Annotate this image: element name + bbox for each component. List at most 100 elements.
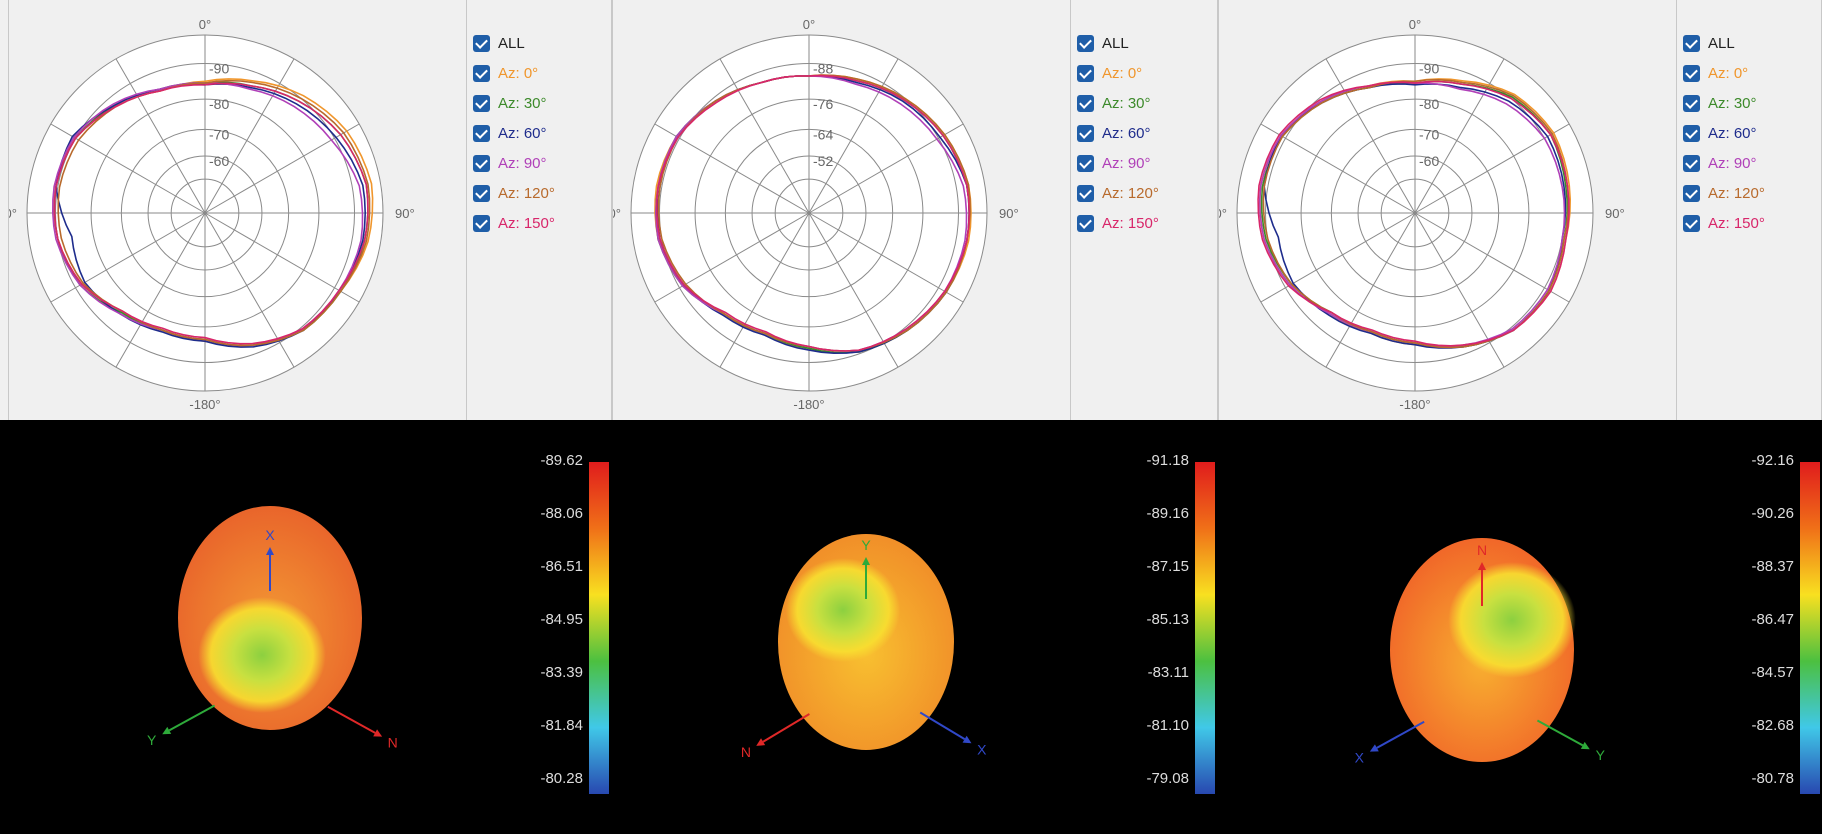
checkbox-checked-icon[interactable] xyxy=(1683,124,1700,142)
polar-spoke xyxy=(1325,58,1416,214)
checkbox-checked-icon[interactable] xyxy=(1077,64,1094,82)
checkbox-checked-icon[interactable] xyxy=(473,184,490,202)
legend-item[interactable]: Az: 120° xyxy=(473,178,555,208)
radial-tick-label: -90 xyxy=(1419,60,1439,76)
legend-item[interactable]: Az: 30° xyxy=(1077,88,1159,118)
checkbox-checked-icon[interactable] xyxy=(1683,34,1700,52)
polar-spoke xyxy=(204,58,295,214)
polar-spoke xyxy=(719,58,810,214)
legend-label: Az: 120° xyxy=(1708,184,1765,202)
colorbar-tick-label: -80.28 xyxy=(540,770,583,787)
legend-label: Az: 0° xyxy=(1708,64,1749,82)
axis-line xyxy=(919,711,966,741)
axis-label: N xyxy=(741,744,751,760)
checkbox-checked-icon[interactable] xyxy=(473,154,490,172)
checkbox-checked-icon[interactable] xyxy=(1077,214,1094,232)
legend-item[interactable]: Az: 0° xyxy=(1683,58,1765,88)
radiation-pattern-hotspot xyxy=(198,597,326,713)
polar-spoke xyxy=(1260,123,1416,214)
axis-arrowhead xyxy=(1478,562,1486,570)
legend-item[interactable]: Az: 120° xyxy=(1077,178,1159,208)
checkbox-checked-icon[interactable] xyxy=(1077,184,1094,202)
checkbox-checked-icon[interactable] xyxy=(473,94,490,112)
checkbox-checked-icon[interactable] xyxy=(1077,154,1094,172)
colorbar-tick-label: -88.37 xyxy=(1751,558,1794,575)
legend-label: Az: 150° xyxy=(1708,214,1765,232)
angle-label: 0° xyxy=(199,17,211,32)
angle-label: -180° xyxy=(1399,397,1430,412)
radial-tick-label: -80 xyxy=(1419,96,1439,112)
series-line xyxy=(55,83,367,348)
legend-3: ALL Az: 0° Az: 30° Az: 60° Az: 90° Az: 120° Az… xyxy=(1683,28,1765,238)
colorbar-tick-label: -84.95 xyxy=(540,611,583,628)
polar-spoke xyxy=(115,58,206,214)
legend-label: Az: 30° xyxy=(498,94,547,112)
axis-label: X xyxy=(1355,749,1365,765)
polar-spoke xyxy=(1260,212,1416,303)
polar-spoke xyxy=(1325,212,1416,368)
checkbox-checked-icon[interactable] xyxy=(473,34,490,52)
legend-label: ALL xyxy=(498,34,525,52)
legend-item[interactable]: Az: 90° xyxy=(1077,148,1159,178)
legend-label: Az: 150° xyxy=(1102,214,1159,232)
checkbox-checked-icon[interactable] xyxy=(1077,124,1094,142)
polar-spoke xyxy=(654,123,810,214)
legend-item[interactable]: Az: 0° xyxy=(473,58,555,88)
legend-item[interactable]: Az: 90° xyxy=(1683,148,1765,178)
checkbox-checked-icon[interactable] xyxy=(1683,64,1700,82)
legend-label: Az: 30° xyxy=(1708,94,1757,112)
radial-tick-label: -70 xyxy=(209,126,229,142)
legend-item[interactable]: Az: 30° xyxy=(1683,88,1765,118)
radial-tick-label: -52 xyxy=(813,153,833,169)
legend-label: Az: 90° xyxy=(1102,154,1151,172)
legend-item[interactable]: ALL xyxy=(1077,28,1159,58)
legend-1: ALL Az: 0° Az: 30° Az: 60° Az: 90° Az: 120° Az… xyxy=(473,28,555,238)
axis-label: Y xyxy=(1596,747,1606,763)
polar-spoke xyxy=(115,212,206,368)
legend-item[interactable]: Az: 60° xyxy=(1077,118,1159,148)
legend-item[interactable]: Az: 150° xyxy=(1077,208,1159,238)
legend-label: Az: 90° xyxy=(1708,154,1757,172)
colorbar-tick-label: -80.78 xyxy=(1751,770,1794,787)
colorbar-tick-label: -86.51 xyxy=(540,558,583,575)
legend-item[interactable]: Az: 150° xyxy=(473,208,555,238)
polar-chart-2: -88 -76 -64 -52 0° 90° -180° -90° xyxy=(613,17,1019,412)
axis-line xyxy=(762,713,810,743)
checkbox-checked-icon[interactable] xyxy=(1683,94,1700,112)
legend-item[interactable]: Az: 60° xyxy=(1683,118,1765,148)
colorbar-tick-label: -81.84 xyxy=(540,717,583,734)
axis-arrowhead xyxy=(266,547,274,555)
legend-item[interactable]: Az: 120° xyxy=(1683,178,1765,208)
polar-panel-1: -90 -80 -70 -60 0° 90° -180° -90° ALL Az: 0° Az: … xyxy=(8,0,612,420)
radial-tick-label: -76 xyxy=(813,96,833,112)
series-line xyxy=(53,82,369,345)
legend-item[interactable]: ALL xyxy=(473,28,555,58)
checkbox-checked-icon[interactable] xyxy=(1683,214,1700,232)
checkbox-checked-icon[interactable] xyxy=(1683,154,1700,172)
legend-item[interactable]: Az: 0° xyxy=(1077,58,1159,88)
checkbox-checked-icon[interactable] xyxy=(1077,34,1094,52)
polar-spoke xyxy=(204,123,360,214)
legend-item[interactable]: Az: 90° xyxy=(473,148,555,178)
radial-tick-label: -88 xyxy=(813,60,833,76)
angle-label: -180° xyxy=(793,397,824,412)
checkbox-checked-icon[interactable] xyxy=(1683,184,1700,202)
polar-spoke xyxy=(1414,123,1570,214)
axis-arrowhead xyxy=(962,735,972,744)
polar-spoke xyxy=(808,212,964,303)
checkbox-checked-icon[interactable] xyxy=(473,124,490,142)
3d-patterns-area: X Y N Y N X N X Y -89.62 -88.06 -86.51 -84.95 -83.… xyxy=(0,420,1822,834)
radial-tick-label: -60 xyxy=(209,153,229,169)
checkbox-checked-icon[interactable] xyxy=(473,64,490,82)
colorbar-3 xyxy=(1800,462,1820,794)
legend-item[interactable]: Az: 30° xyxy=(473,88,555,118)
axis-label: N xyxy=(388,734,398,750)
colorbar-tick-label: -84.57 xyxy=(1751,664,1794,681)
checkbox-checked-icon[interactable] xyxy=(1077,94,1094,112)
legend-item[interactable]: ALL xyxy=(1683,28,1765,58)
axis-arrowhead xyxy=(756,738,766,746)
checkbox-checked-icon[interactable] xyxy=(473,214,490,232)
polar-spoke xyxy=(50,212,206,303)
legend-item[interactable]: Az: 150° xyxy=(1683,208,1765,238)
legend-item[interactable]: Az: 60° xyxy=(473,118,555,148)
